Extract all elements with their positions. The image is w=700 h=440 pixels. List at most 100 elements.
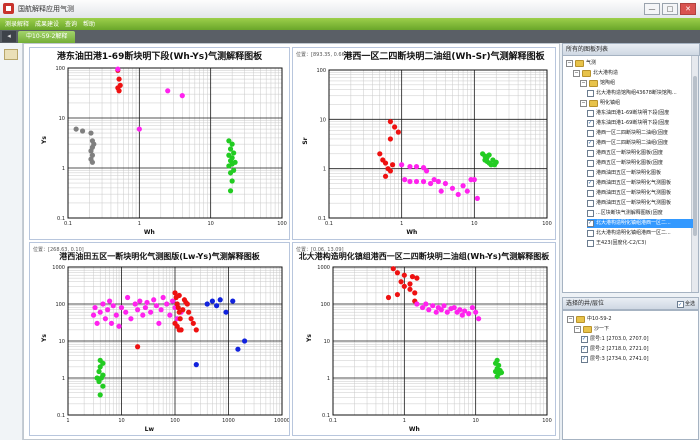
data-point: [79, 128, 86, 134]
data-point: [124, 294, 131, 301]
chart-panel-3[interactable]: 1 10 100 1000 10000 0.1 1 10 100 1000 Lw Ys 位置：[268…: [29, 242, 290, 436]
collapse-toggle-icon[interactable]: −: [580, 80, 587, 87]
chart-list-row[interactable]: 港西油田五区一断块明化气测图板: [587, 179, 671, 188]
x-tick-label: 10: [207, 221, 213, 227]
checkbox-icon[interactable]: [587, 200, 594, 207]
data-point: [113, 312, 119, 318]
layer-list-row[interactable]: − 沙一下: [574, 325, 609, 334]
y-tick-label: 100: [55, 302, 65, 308]
chart-list-row[interactable]: 港东油田港1-69断块明下段(固度: [587, 119, 669, 128]
checkbox-icon[interactable]: [581, 335, 588, 344]
collapse-toggle-icon[interactable]: −: [574, 326, 581, 333]
chart-workspace: 0.1 1 10 100 0.1 1 10 100 Wh Ys 港东油田港1-69断块明下段(Wh…: [23, 43, 560, 440]
select-all-checkbox[interactable]: 全选: [676, 299, 695, 311]
chart-list-row[interactable]: 北大港构造馆陶组43678断块馆陶...: [587, 89, 677, 98]
menu-item-results[interactable]: 成果建设: [35, 21, 60, 28]
maximize-button[interactable]: □: [662, 3, 678, 15]
menu-bar: 测录解释 成果建设 查询 帮助: [0, 18, 700, 30]
chart-list-row[interactable]: 港西五区一断块明化图板(固度: [587, 159, 663, 168]
chart-list-row[interactable]: − 气测: [566, 59, 596, 68]
chart-list-row[interactable]: 港东油田港1-69断块明下段(固度: [587, 109, 669, 118]
close-button[interactable]: ✕: [680, 3, 696, 15]
data-point: [420, 178, 427, 185]
chart-list-label: 北大港构造: [593, 70, 619, 76]
x-tick-label: 100: [542, 221, 552, 227]
chart-list-row[interactable]: ...区块断块气测解释图板(固度: [587, 209, 663, 218]
layer-list-row[interactable]: 层号:3 [2734.0, 2741.0]: [581, 355, 649, 364]
checkbox-icon[interactable]: [587, 139, 594, 148]
chart-list-label: ...区块断块气测解释图板(固度: [596, 210, 663, 216]
checkbox-icon[interactable]: [587, 219, 594, 228]
checkbox-icon[interactable]: [587, 130, 594, 137]
data-point: [438, 307, 444, 313]
minimize-button[interactable]: —: [644, 3, 660, 15]
collapse-toggle-icon[interactable]: −: [567, 316, 574, 323]
data-point: [387, 136, 394, 142]
chart-list-row[interactable]: 北大港构造明化镇组港西一区二...: [587, 219, 693, 228]
chart-panel-4[interactable]: 0.1 1 10 100 0.1 1 10 100 1000 Wh Ys 位置：[0.06, 13.…: [292, 242, 556, 436]
tab-scroll-left-icon[interactable]: ◂: [2, 31, 16, 42]
data-point: [153, 303, 160, 309]
data-point: [426, 307, 432, 313]
layer-list-row[interactable]: 层号:2 [2718.0, 2721.0]: [581, 345, 649, 354]
checkbox-icon[interactable]: [587, 210, 594, 217]
layer-list-label: 层号:2 [2718.0, 2721.0]: [590, 346, 649, 352]
layer-list-row[interactable]: − 中10-59-2: [567, 315, 612, 324]
chart-list-row[interactable]: 港西一区二四断块明二油组(固度: [587, 129, 668, 138]
checkbox-icon[interactable]: [581, 355, 588, 364]
checkbox-icon[interactable]: [587, 190, 594, 197]
collapse-toggle-icon[interactable]: −: [573, 70, 580, 77]
checkbox-icon[interactable]: [587, 90, 594, 97]
chart-list-row[interactable]: 港西油田五区一断块明化气测图板: [587, 199, 671, 208]
chart-list-row[interactable]: 港西五区一断块明化图板(固度: [587, 149, 663, 158]
data-point: [409, 274, 416, 280]
menu-item-help[interactable]: 帮助: [83, 21, 96, 28]
menu-item-interpret[interactable]: 测录解释: [5, 21, 30, 28]
layer-list-label: 沙一下: [594, 326, 610, 332]
chart-list-scrollbar[interactable]: [691, 56, 698, 292]
x-axis-label: Wh: [406, 229, 417, 236]
data-point: [382, 173, 389, 179]
chart-list-row[interactable]: − 北大港构造: [573, 69, 618, 78]
checkbox-icon[interactable]: [587, 150, 594, 157]
checkbox-icon[interactable]: [587, 110, 594, 117]
x-tick-label: 100: [277, 221, 287, 227]
checkbox-icon[interactable]: [587, 240, 594, 247]
data-point: [89, 152, 96, 158]
menu-item-query[interactable]: 查询: [65, 21, 78, 28]
chart-list-row[interactable]: 北大港构造明化镇组港西一区二...: [587, 229, 671, 238]
checkbox-icon[interactable]: [587, 170, 594, 177]
chart-list-row[interactable]: − 馆陶组: [580, 79, 615, 88]
layer-list-row[interactable]: 层号:1 [2703.0, 2707.0]: [581, 335, 649, 344]
chart-list-row[interactable]: 港西一区二四断块明二油组(固度: [587, 139, 668, 148]
scatter-chart-4: 0.1 1 10 100 0.1 1 10 100 1000 Wh Ys: [306, 265, 552, 433]
checkbox-icon[interactable]: [587, 179, 594, 188]
folder-tool-icon[interactable]: [4, 49, 18, 60]
chart-panel-2[interactable]: 0.1 1 10 100 0.1 1 10 100 Wh Sr 位置：[893.35, 0.66]…: [292, 47, 556, 240]
checkbox-icon[interactable]: [581, 345, 588, 354]
data-point: [402, 177, 408, 183]
data-point: [473, 309, 479, 315]
checkbox-icon[interactable]: [587, 119, 594, 128]
checkbox-icon[interactable]: [587, 230, 594, 237]
data-point: [226, 163, 232, 169]
data-point: [214, 303, 220, 309]
data-point: [177, 316, 183, 322]
collapse-toggle-icon[interactable]: −: [566, 60, 573, 67]
checkbox-icon[interactable]: [587, 160, 594, 167]
left-tool-strip: [0, 43, 23, 440]
collapse-toggle-icon[interactable]: −: [580, 100, 587, 107]
chart-list-label: 港西油田五区一断块明化图板: [596, 170, 662, 176]
chart-list-row[interactable]: 港西油田五区一断块明化气测图板: [587, 189, 671, 198]
checkbox-icon[interactable]: [676, 300, 684, 311]
chart-list-row[interactable]: 港西油田五区一断块明化图板: [587, 169, 661, 178]
chart-list-row[interactable]: 王423(固度化-C2/C3): [587, 239, 646, 248]
x-tick-label: 10000: [274, 418, 289, 424]
layer-list-title: 选择的井/层位: [566, 300, 605, 307]
chart-panel-1[interactable]: 0.1 1 10 100 0.1 1 10 100 Wh Ys 港东油田港1-69断块明下段(Wh…: [29, 47, 290, 240]
data-point: [227, 170, 234, 176]
data-point: [423, 301, 429, 307]
tab-active-well[interactable]: 中10-59-2解释: [18, 31, 76, 43]
chart-list-row[interactable]: − 明化镇组: [580, 99, 620, 108]
scroll-thumb[interactable]: [693, 76, 697, 236]
